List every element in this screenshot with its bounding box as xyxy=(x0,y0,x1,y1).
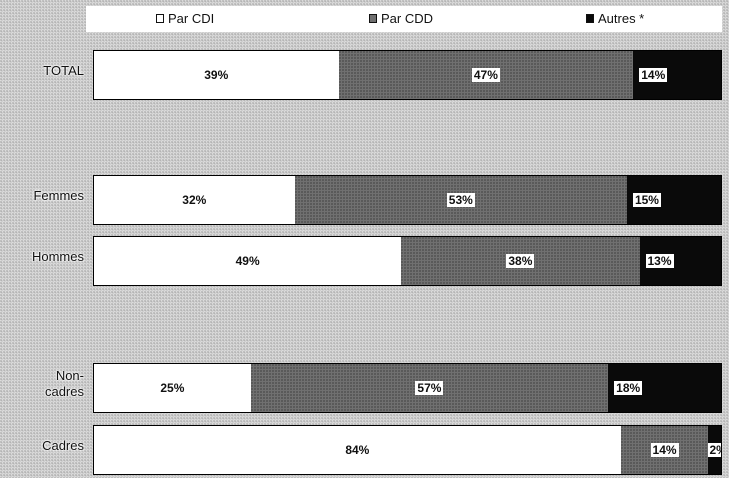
bar-row: 39% 47% 14% xyxy=(93,50,722,100)
data-label: 47% xyxy=(472,68,500,82)
bar-segment-cdd: 53% xyxy=(295,176,627,224)
data-label: 14% xyxy=(651,443,679,457)
bar-segment-autres: 13% xyxy=(640,237,722,285)
bar-segment-autres: 2% xyxy=(708,426,721,474)
data-label: 25% xyxy=(160,381,184,395)
category-label: Non- cadres xyxy=(45,368,84,400)
data-label: 32% xyxy=(182,193,206,207)
data-label: 53% xyxy=(447,193,475,207)
bar-row: 25% 57% 18% xyxy=(93,363,722,413)
data-label: 57% xyxy=(415,381,443,395)
data-label: 15% xyxy=(633,193,661,207)
data-label: 49% xyxy=(236,254,260,268)
bar-row: 49% 38% 13% xyxy=(93,236,722,286)
data-label: 84% xyxy=(345,443,369,457)
bar-segment-autres: 14% xyxy=(633,51,721,99)
data-label: 18% xyxy=(614,381,642,395)
data-label: 38% xyxy=(506,254,534,268)
category-label: TOTAL xyxy=(43,63,84,79)
category-label: Cadres xyxy=(42,438,84,454)
bar-segment-autres: 15% xyxy=(627,176,721,224)
bar-segment-cdd: 14% xyxy=(621,426,709,474)
bar-segment-cdi: 49% xyxy=(94,237,401,285)
data-label: 2% xyxy=(708,443,722,457)
bar-segment-cdd: 47% xyxy=(339,51,634,99)
bar-segment-cdi: 32% xyxy=(94,176,295,224)
category-label: Femmes xyxy=(33,188,84,204)
bar-segment-cdd: 38% xyxy=(401,237,639,285)
bar-segment-autres: 18% xyxy=(608,364,721,412)
bar-segment-cdi: 39% xyxy=(94,51,339,99)
data-label: 13% xyxy=(646,254,674,268)
category-label: Hommes xyxy=(32,249,84,265)
bar-segment-cdi: 84% xyxy=(94,426,621,474)
bar-segment-cdi: 25% xyxy=(94,364,251,412)
data-label: 39% xyxy=(204,68,228,82)
bar-row: 32% 53% 15% xyxy=(93,175,722,225)
bar-segment-cdd: 57% xyxy=(251,364,608,412)
data-label: 14% xyxy=(639,68,667,82)
bar-row: 84% 14% 2% xyxy=(93,425,722,475)
